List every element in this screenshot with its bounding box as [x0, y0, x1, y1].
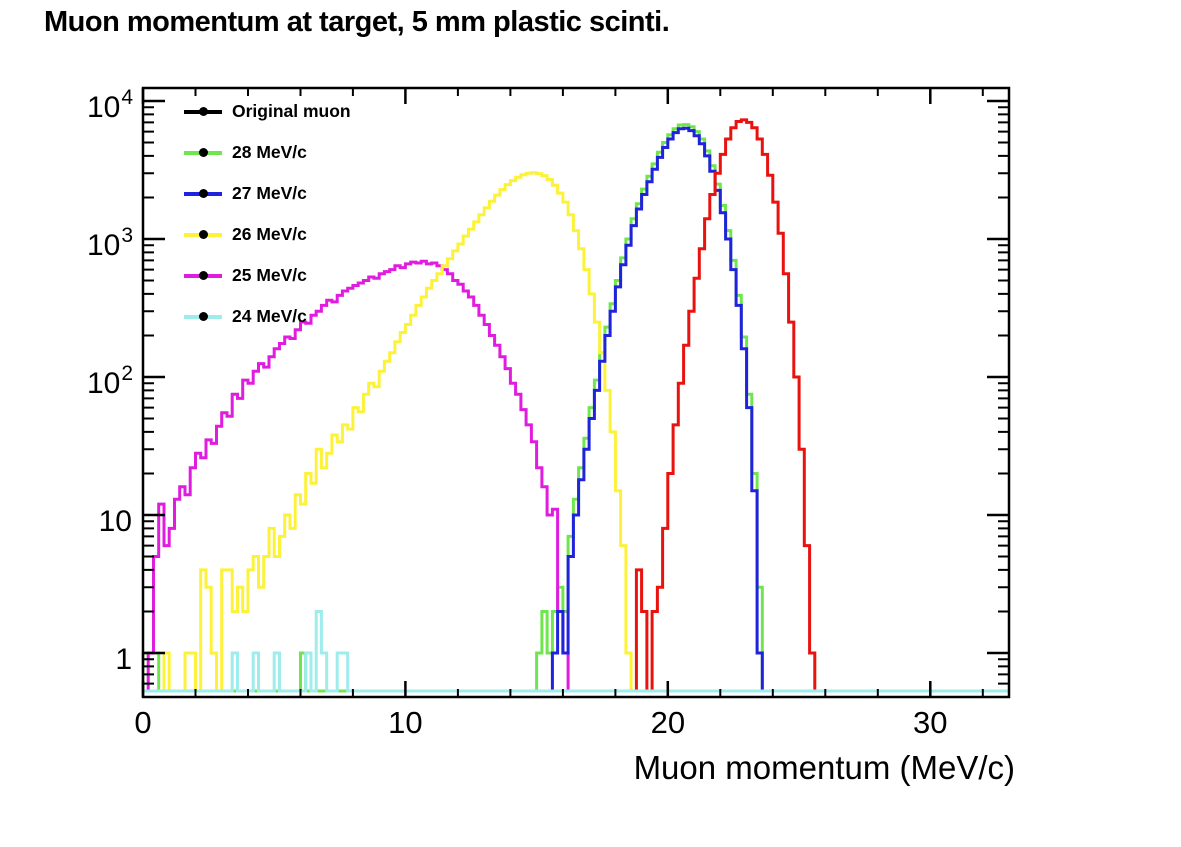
- hist-24-mev-c: [143, 610, 1009, 693]
- x-axis-tick-label: 10: [388, 705, 423, 740]
- page-title: Muon momentum at target, 5 mm plastic sc…: [44, 6, 670, 38]
- legend-line: [184, 230, 222, 239]
- y-axis-tick-label: 1: [115, 643, 132, 676]
- x-axis-title: Muon momentum (MeV/c): [633, 749, 1015, 786]
- legend-marker-dot-icon: [198, 148, 208, 157]
- x-axis-tick-label: 0: [134, 705, 152, 740]
- hist-27-mev-c: [547, 126, 764, 693]
- hist-original-muon: [634, 118, 817, 693]
- hist-26-mev-c: [162, 171, 633, 693]
- legend-entry: Original muon: [184, 91, 351, 132]
- legend-entry: 26 MeV/c: [184, 214, 351, 255]
- x-axis-tick-label: 20: [650, 705, 686, 740]
- y-axis-tick-label: 102: [86, 362, 133, 400]
- legend-entry: 28 MeV/c: [184, 132, 351, 173]
- plot-frame: [141, 86, 1011, 699]
- y-axis-tick-label: 103: [86, 224, 133, 262]
- legend-marker-dot-icon: [198, 312, 208, 321]
- legend-marker-dot-icon: [198, 271, 208, 280]
- legend-marker-dot-icon: [198, 230, 208, 239]
- hist-25-mev-c: [146, 259, 570, 691]
- legend-label: 25 MeV/c: [232, 265, 307, 285]
- legend-entry: 25 MeV/c: [184, 255, 351, 296]
- legend-marker-dot-icon: [198, 189, 208, 198]
- legend-line: [184, 148, 222, 157]
- legend-entry: 24 MeV/c: [184, 296, 351, 337]
- legend-line: [184, 189, 222, 198]
- legend-line: [184, 271, 222, 280]
- legend-label: 27 MeV/c: [232, 183, 307, 203]
- legend-label: Original muon: [232, 101, 351, 121]
- y-axis-tick-label: 104: [86, 86, 133, 124]
- legend-line: [184, 312, 222, 321]
- legend: Original muon 28 MeV/c 27 MeV/c 26 MeV/c 25 …: [184, 91, 351, 337]
- legend-label: 28 MeV/c: [232, 142, 307, 162]
- legend-marker-dot-icon: [198, 107, 208, 116]
- legend-label: 24 MeV/c: [232, 306, 307, 326]
- y-axis-tick-label: 10: [98, 505, 132, 538]
- legend-line: [184, 107, 222, 116]
- x-axis-tick-label: 30: [913, 705, 948, 740]
- legend-label: 26 MeV/c: [232, 224, 307, 244]
- minor-ticks: [143, 88, 1009, 697]
- histograms: [141, 118, 1009, 693]
- hist-28-mev-c: [141, 123, 764, 693]
- legend-entry: 27 MeV/c: [184, 173, 351, 214]
